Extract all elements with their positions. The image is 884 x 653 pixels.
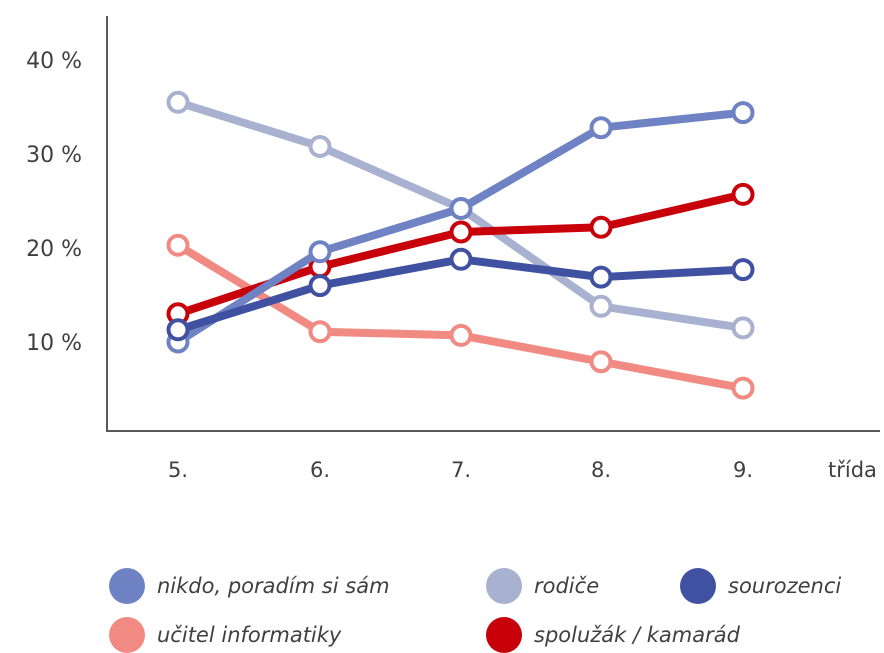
data-point [589,294,613,318]
x-tick-label: 9. [733,458,753,482]
data-point [166,318,190,342]
data-point [308,240,332,264]
data-point [449,220,473,244]
data-point [731,182,755,206]
x-axis-title: třída [828,458,877,482]
x-tick-label: 8. [591,458,611,482]
series-layer [166,90,755,400]
x-tick-labels: 5. 6. 7. 8. 9. [168,458,753,482]
data-point [731,316,755,340]
series-4 [166,247,755,342]
data-point [589,116,613,140]
y-tick-label: 20 % [26,237,82,262]
data-point [166,90,190,114]
y-tick-label: 40 % [26,49,82,74]
x-tick-label: 7. [451,458,471,482]
data-point [731,258,755,282]
y-tick-label: 30 % [26,143,82,168]
x-tick-label: 6. [310,458,330,482]
data-point [449,197,473,220]
data-point [731,376,755,400]
y-tick-labels: 10 % 20 % 30 % 40 % [26,49,82,356]
y-tick-label: 10 % [26,331,82,356]
data-point [308,135,332,158]
data-point [308,274,332,298]
data-point [589,215,613,239]
data-point [166,233,190,257]
x-tick-label: 5. [168,458,188,482]
data-point [731,101,755,125]
data-point [308,320,332,344]
data-point [589,265,613,289]
data-point [589,350,613,374]
series-3 [166,101,755,354]
data-point [449,247,473,271]
data-point [449,323,473,347]
